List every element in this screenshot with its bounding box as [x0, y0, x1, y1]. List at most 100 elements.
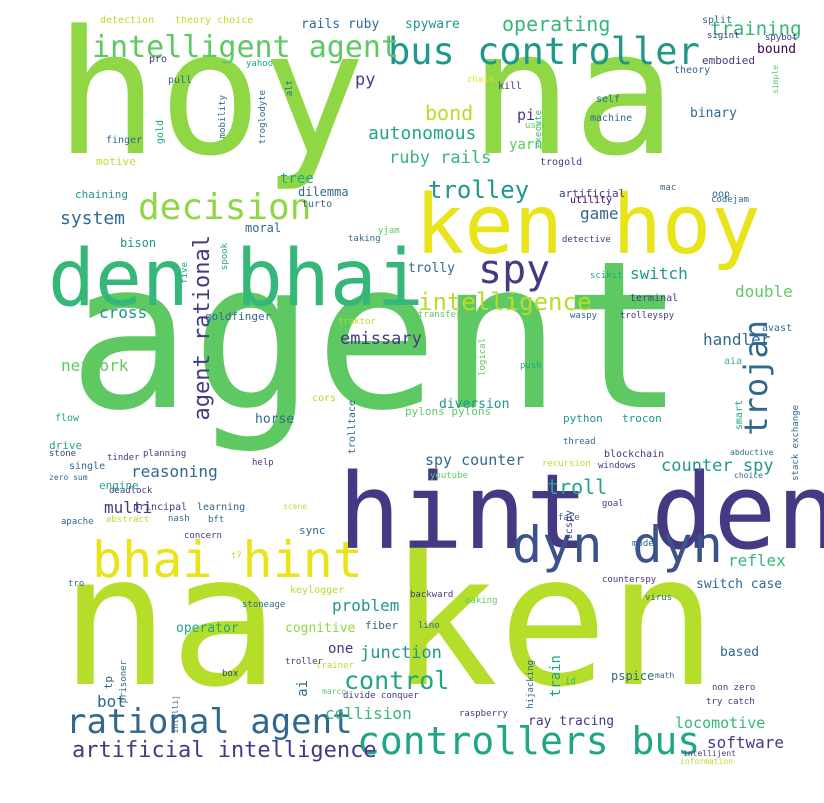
cloud-word: theory	[674, 65, 711, 76]
cloud-word: flow	[55, 413, 80, 424]
cloud-word: autonomous	[368, 123, 477, 144]
cloud-word: nash	[168, 514, 190, 524]
cloud-word: spybot	[765, 33, 798, 43]
cloud-word: theory choice	[175, 15, 254, 26]
cloud-word: py	[355, 70, 376, 90]
cloud-word: hint den	[338, 451, 824, 573]
cloud-word: face	[558, 513, 580, 523]
cloud-word: marco	[322, 687, 347, 696]
cloud-word: intelligence	[418, 288, 592, 316]
cloud-word: trolley	[428, 176, 530, 204]
cloud-word: problem	[332, 596, 400, 615]
cloud-word: trolltace	[347, 400, 358, 455]
cloud-word: zero sum	[49, 473, 88, 482]
cloud-word: bison	[120, 236, 157, 250]
cloud-word: agent	[68, 218, 686, 456]
cloud-word: operating	[502, 12, 611, 36]
cloud-word: system	[60, 208, 126, 229]
cloud-word: troll	[547, 475, 608, 499]
cloud-word: multi	[104, 498, 153, 517]
cloud-word: smart	[734, 400, 745, 431]
cloud-word: intellij	[171, 695, 180, 734]
cloud-word: keylogger	[290, 585, 345, 596]
cloud-word: making	[465, 596, 498, 606]
cloud-word: stone	[49, 449, 77, 459]
cloud-word: pylons pylons	[405, 405, 492, 418]
cloud-word: rails ruby	[301, 17, 380, 32]
cloud-word: decision	[138, 187, 312, 228]
cloud-word: pro	[149, 54, 168, 65]
cloud-word: trocon	[622, 412, 662, 425]
cloud-word: reflex	[728, 551, 786, 570]
cloud-word: control	[344, 666, 450, 695]
cloud-word: tro	[68, 579, 85, 589]
cloud-word: fiber	[365, 619, 399, 632]
cloud-word: drive	[49, 439, 83, 452]
cloud-word: bft	[208, 515, 225, 525]
cloud-word: scene	[283, 502, 308, 511]
cloud-word: bot	[97, 692, 126, 711]
cloud-word: divide conquer	[343, 691, 419, 701]
cloud-word: spook	[220, 243, 230, 271]
cloud-word: model	[632, 539, 660, 549]
cloud-word: artificial intelligence	[72, 738, 377, 763]
cloud-word: t7	[231, 551, 242, 561]
cloud-word: bhai hint	[92, 531, 363, 589]
cloud-word: aia	[724, 356, 743, 367]
cloud-word: tp	[102, 676, 115, 690]
cloud-word: try catch	[706, 697, 755, 707]
cloud-word: moral	[245, 221, 282, 235]
cloud-word: learning	[197, 502, 246, 513]
cloud-word: abductive	[730, 448, 774, 457]
cloud-word: training	[710, 18, 802, 40]
cloud-word: finger	[106, 135, 143, 146]
cloud-word: counter spy	[661, 456, 774, 476]
cloud-word: tcspy	[564, 510, 575, 541]
cloud-word: windows	[598, 461, 636, 471]
cloud-word: taking	[348, 234, 381, 244]
cloud-word: split	[702, 15, 733, 26]
cloud-word: codejam	[711, 195, 749, 205]
cloud-word: troglodyte	[258, 90, 268, 145]
cloud-word: embodied	[702, 54, 755, 67]
cloud-word: transfer	[418, 310, 462, 320]
cloud-word: bound	[757, 42, 797, 57]
cloud-word: five	[180, 262, 190, 284]
cloud-word: oop	[712, 189, 731, 200]
cloud-word: tree	[280, 171, 314, 187]
cloud-word: choice	[734, 471, 763, 480]
cloud-word: trolleyspy	[620, 311, 675, 321]
cloud-word: help	[252, 458, 274, 468]
cloud-word: trogold	[540, 157, 583, 168]
cloud-word: traktor	[338, 317, 376, 327]
cloud-word: box	[222, 669, 239, 679]
cloud-word: concern	[184, 531, 222, 541]
cloud-word: dilemma	[298, 185, 349, 199]
cloud-word: stack exchange	[791, 405, 801, 481]
cloud-word: yahoo	[246, 59, 274, 69]
cloud-word: push	[520, 361, 542, 371]
cloud-word: youtube	[430, 471, 468, 481]
cloud-word: diversion	[439, 397, 510, 412]
cloud-word: detection	[100, 15, 155, 26]
cloud-word: prisoner	[119, 660, 129, 704]
cloud-word: agent rational	[190, 235, 215, 421]
cloud-word: motive	[96, 155, 136, 168]
cloud-word: one	[328, 641, 354, 657]
cloud-word: binary	[690, 106, 737, 121]
cloud-word: abstract	[106, 515, 150, 525]
cloud-word: troller	[285, 657, 323, 667]
cloud-word: apache	[61, 517, 94, 527]
cloud-word: avast	[762, 323, 793, 334]
cloud-word: yarn	[509, 137, 543, 153]
cloud-word: spy	[478, 247, 551, 293]
cloud-word: thread	[563, 437, 596, 447]
cloud-word: dyn dyn	[512, 516, 723, 574]
cloud-word: sync	[299, 524, 326, 537]
cloud-word: junction	[360, 643, 442, 663]
cloud-word: double	[735, 282, 793, 301]
cloud-word: pspice	[611, 669, 655, 683]
cloud-word: planning	[143, 449, 187, 459]
cloud-word: spy counter	[425, 451, 525, 469]
